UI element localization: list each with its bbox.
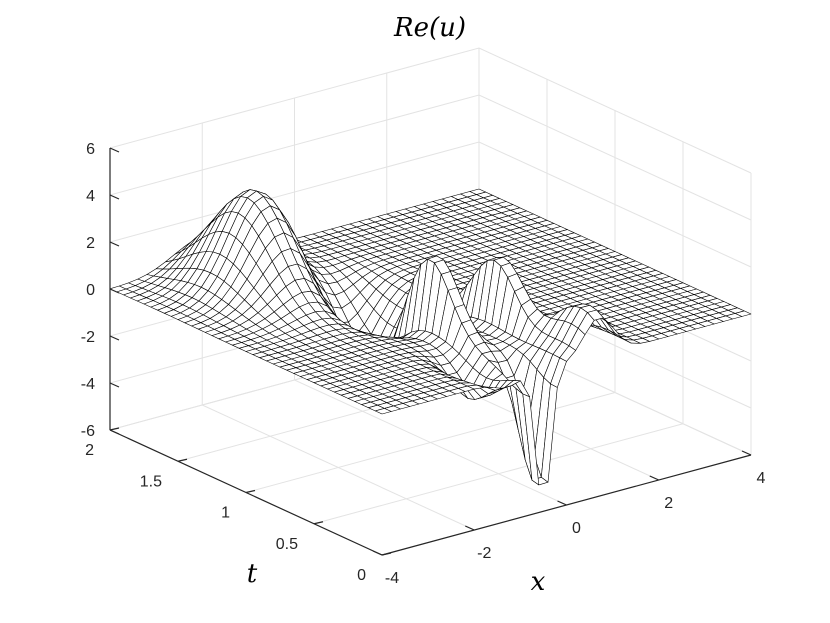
t-tick-label: 2 — [85, 442, 94, 459]
mesh-cell — [374, 408, 392, 415]
x-tick-mark — [741, 450, 752, 456]
t-tick-mark — [381, 552, 392, 556]
t-tick-mark — [313, 521, 324, 525]
z-tick-mark — [109, 147, 120, 153]
z-tick-label: 6 — [86, 141, 95, 158]
t-axis-label: t — [247, 559, 258, 589]
t-tick-mark — [109, 427, 120, 431]
tick-labels: -4 -2 0 2 4 0 0.5 1 1.5 2 -6 -4 -2 0 2 4 6 — [81, 141, 766, 587]
x-tick-label: 2 — [664, 495, 673, 512]
t-tick-mark — [177, 458, 188, 462]
floor-grid-t — [313, 423, 684, 525]
x-tick-mark — [372, 550, 383, 556]
z-tick-mark — [109, 288, 120, 294]
x-tick-mark — [465, 525, 475, 531]
x-tick-mark — [557, 500, 567, 506]
z-tick-mark — [109, 335, 120, 341]
t-tick-mark — [245, 489, 256, 494]
x-tick-label: 0 — [572, 520, 581, 537]
x-tick-label: -2 — [477, 545, 491, 562]
chart-title: Re(u) — [393, 13, 466, 43]
z-tick-label: 2 — [86, 235, 95, 252]
surface-mesh — [109, 188, 752, 486]
t-tick-label: 1 — [221, 505, 230, 522]
t-tick-label: 0.5 — [276, 536, 298, 553]
z-tick-mark — [109, 194, 120, 200]
wall-grid-z — [109, 94, 752, 221]
wall-grid-z — [109, 47, 752, 174]
z-tick-label: 4 — [86, 188, 95, 205]
x-axis-label: x — [531, 567, 546, 597]
z-tick-mark — [109, 382, 120, 388]
x-tick-mark — [649, 475, 659, 481]
t-tick-label: 1.5 — [140, 473, 162, 490]
x-tick-label: 4 — [757, 470, 766, 487]
z-tick-label: -6 — [81, 423, 95, 440]
x-tick-label: -4 — [385, 570, 399, 587]
z-tick-label: 0 — [86, 282, 95, 299]
z-tick-mark — [109, 429, 120, 435]
t-tick-label: 0 — [357, 567, 366, 584]
floor-grid-t — [245, 392, 616, 493]
z-tick-label: -4 — [81, 376, 95, 393]
z-tick-mark — [109, 241, 120, 247]
z-tick-label: -2 — [81, 329, 95, 346]
